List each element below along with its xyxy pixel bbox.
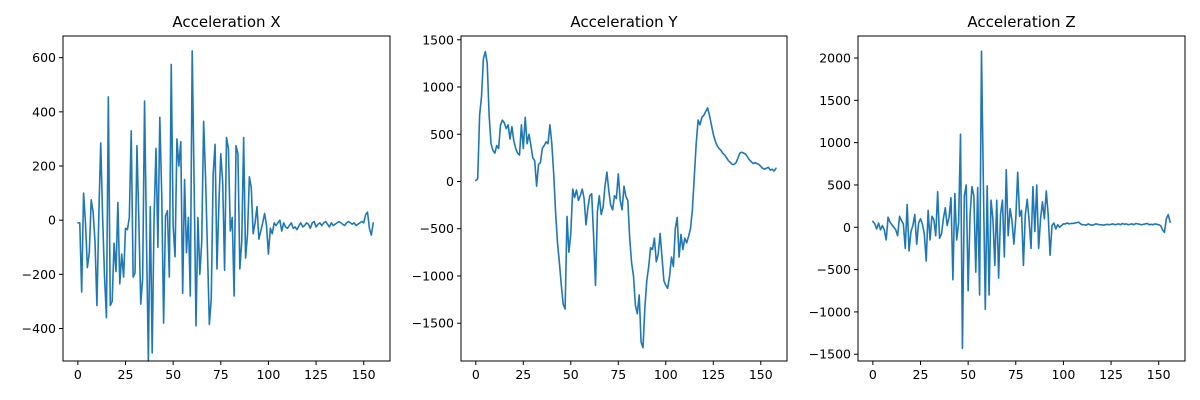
y-tick-label: 1000: [422, 80, 454, 95]
y-tick-label: 1000: [819, 135, 851, 150]
x-tick-label: 125: [1099, 367, 1123, 382]
x-tick-label: 150: [352, 367, 376, 382]
x-tick-label: 75: [213, 367, 229, 382]
series-line-0: [475, 50, 777, 349]
y-tick-label: 0: [843, 220, 851, 235]
y-tick-label: 400: [32, 104, 56, 119]
subplot-acceleration-z: Acceleration Z 0 25 50 75 100 125 150 −1500 −100…: [809, 13, 1186, 382]
x-tick-label: 50: [960, 367, 976, 382]
y-tick-label: −1500: [412, 316, 454, 331]
x-tick-label: 100: [654, 367, 678, 382]
x-tick-label: 75: [610, 367, 626, 382]
y-tick-label: 500: [430, 127, 454, 142]
y-tick-label: 1500: [422, 32, 454, 47]
x-tick-label: 150: [749, 367, 773, 382]
subplot-acceleration-y: Acceleration Y 0 25 50 75 100 125 150 −1500 −100…: [412, 13, 788, 382]
subplot-acceleration-x: Acceleration X 0 25 50 75 100 125 150 −400 −200 0…: [22, 13, 391, 382]
x-tick-label: 100: [256, 367, 280, 382]
axes-frame: [62, 35, 391, 362]
y-tick-label: 0: [48, 213, 56, 228]
x-tick-label: 25: [118, 367, 134, 382]
series-line-0: [872, 50, 1171, 350]
y-tick-label: 200: [32, 159, 56, 174]
y-tick-label: −200: [22, 267, 56, 282]
x-tick-label: 0: [869, 367, 877, 382]
axes-frame: [857, 35, 1186, 362]
y-tick-label: 500: [827, 177, 851, 192]
x-tick-label: 125: [304, 367, 328, 382]
x-tick-label: 75: [1008, 367, 1024, 382]
y-tick-label: 1500: [819, 93, 851, 108]
y-tick-label: 0: [446, 174, 454, 189]
axes-frame: [460, 35, 788, 362]
x-tick-label: 25: [515, 367, 531, 382]
y-tick-label: −500: [420, 221, 454, 236]
x-tick-label: 0: [472, 367, 480, 382]
y-tick-label: −1000: [809, 304, 851, 319]
chart-title: Acceleration Z: [967, 13, 1075, 31]
y-tick-label: 2000: [819, 51, 851, 66]
x-tick-label: 100: [1051, 367, 1075, 382]
x-tick-label: 0: [74, 367, 82, 382]
x-tick-label: 125: [701, 367, 725, 382]
y-tick-label: −500: [817, 262, 851, 277]
x-tick-label: 50: [165, 367, 181, 382]
series-line-0: [77, 50, 375, 362]
y-tick-label: −1500: [809, 347, 851, 362]
y-tick-label: −400: [22, 321, 56, 336]
x-tick-label: 25: [913, 367, 929, 382]
x-tick-label: 50: [563, 367, 579, 382]
chart-title: Acceleration X: [172, 13, 280, 31]
x-tick-label: 150: [1147, 367, 1171, 382]
chart-title: Acceleration Y: [570, 13, 678, 31]
y-tick-label: −1000: [412, 268, 454, 283]
y-tick-label: 600: [32, 50, 56, 65]
